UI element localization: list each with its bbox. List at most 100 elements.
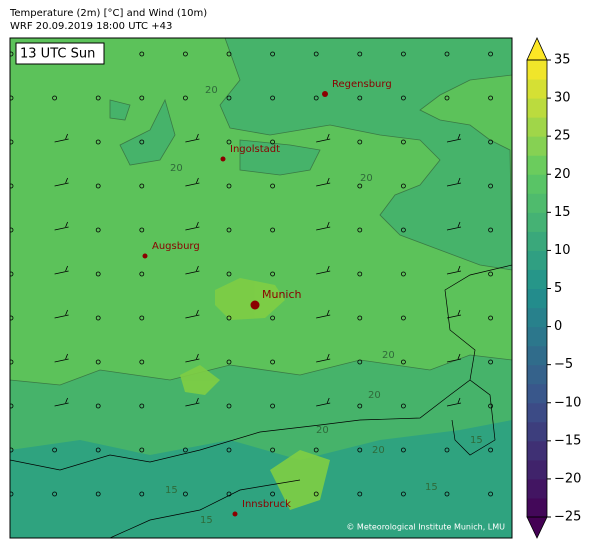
station [444,95,450,101]
city-dot [220,156,226,162]
station [139,139,145,145]
station [270,403,276,409]
station [357,315,363,321]
colorbar-band [527,383,547,404]
station [226,403,232,409]
colorbar-tick-label: −20 [554,471,581,486]
station [270,139,276,145]
colorbar-tick-label: 20 [554,167,571,182]
colorbar-band [527,269,547,289]
colorbar-band [527,79,547,99]
colorbar-band [527,345,547,366]
station [400,183,406,189]
station [488,403,494,409]
station [270,447,276,453]
colorbar-tick-label: 30 [554,91,571,106]
colorbar-band [527,440,547,461]
station [270,51,276,57]
station [95,95,101,101]
station [95,403,101,409]
station [10,227,14,233]
station [313,51,319,57]
colorbar-tick-label: 10 [554,243,571,258]
station [270,227,276,233]
station [10,139,14,145]
station [357,271,363,277]
station [488,139,494,145]
colorbar-extend-bottom [526,516,548,539]
wind-barb [316,309,331,319]
colorbar-band [527,364,547,385]
wind-barb [54,133,69,143]
station [139,95,145,101]
station [10,447,14,453]
wind-barb [316,221,331,231]
station [444,51,450,57]
station [52,95,57,101]
station [488,51,494,57]
station [10,51,14,57]
contour-label: 20 [382,350,395,361]
station [226,447,232,453]
station [357,139,363,145]
station [400,227,406,233]
station [488,447,494,453]
time-label: 13 UTC Sun [20,47,95,62]
station [226,491,232,497]
colorbar-band [527,136,547,156]
wind-barb [446,397,462,407]
station [10,315,14,321]
station [357,491,363,497]
contour-label: 15 [200,515,213,526]
wind-barb [185,177,200,187]
station [357,95,363,101]
colorbar-band [527,193,547,213]
station [400,139,406,145]
station [270,359,276,365]
station [313,447,319,453]
time-box [15,42,105,65]
station [52,491,57,497]
station [182,95,188,101]
contour-label: 15 [165,485,178,496]
station [10,359,14,365]
wind-barb [54,265,69,275]
colorbar-tick-label: −25 [554,510,581,525]
contour-label: 20 [372,445,385,456]
station [52,447,57,453]
credit: © Meteorological Institute Munich, LMU [346,523,505,532]
colorbar-band [527,288,547,309]
colorbar-band [527,250,547,270]
city-dot [250,300,260,310]
colorbar-band [527,421,547,442]
city-dot [232,511,238,517]
city-label: Munich [262,288,302,301]
station [270,491,276,497]
station [400,315,406,321]
colorbar-band [527,60,547,80]
station [488,491,494,497]
station [357,403,363,409]
station [270,271,276,277]
station [357,227,363,233]
station [226,227,232,233]
wind-barb [316,177,331,187]
city-label: Innsbruck [242,499,291,510]
station [139,183,145,189]
wind-barb [185,133,200,143]
station [10,403,14,409]
contour-label: 20 [368,390,381,401]
station [10,271,14,277]
colorbar-tick-label: −15 [554,433,581,448]
colorbar-band [527,98,547,118]
wind-barb [54,177,69,187]
contour-label: 20 [205,85,218,96]
wind-barb [446,353,462,363]
station [226,359,232,365]
station [488,227,494,233]
title: Temperature (2m) [°C] and Wind (10m) [9,8,207,19]
colorbar-tick-label: 35 [554,53,571,68]
station [270,95,276,101]
station [139,447,145,453]
